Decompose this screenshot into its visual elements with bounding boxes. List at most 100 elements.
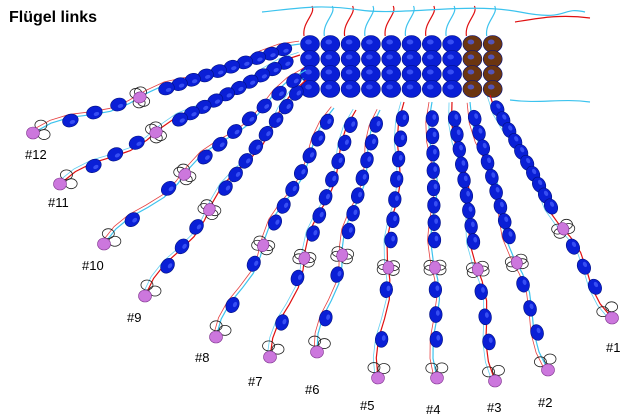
grid-bead-shine (325, 84, 333, 90)
strand-thread-2 (372, 101, 402, 378)
strand-bead-shine (358, 191, 363, 198)
tip-loop (101, 228, 115, 240)
strand-bead (278, 98, 294, 115)
strand-bead-shine (337, 270, 342, 277)
strand-bead (565, 238, 580, 255)
end-bead (541, 363, 555, 377)
strand-bead-shine (461, 160, 466, 166)
strand-bead-shine (309, 152, 315, 158)
strand-bead-shine (367, 156, 372, 162)
strand-bead (426, 144, 440, 162)
strand-bead (530, 324, 544, 341)
grid-bead-shine (305, 84, 312, 90)
strand-bead (425, 110, 439, 127)
strand-bead-shine (543, 190, 549, 196)
strand-bead (286, 73, 302, 88)
strand-bead-shine (203, 105, 209, 111)
accent-bead-shine (467, 39, 475, 45)
grid-bead-shine (447, 84, 454, 90)
strand-bead-shine (244, 61, 250, 66)
strand-bead (493, 198, 508, 215)
grid-bead-shine (325, 69, 333, 75)
strand-bead-shine (478, 128, 483, 134)
strand-bead-shine (319, 211, 324, 218)
strand-bead (364, 134, 379, 151)
strand-bead-shine (179, 118, 185, 123)
strand-bead (360, 151, 374, 169)
strand-bead-shine (204, 155, 210, 160)
strand-bead-shine (256, 144, 261, 150)
grid-bead-shine (345, 69, 353, 75)
strand-bead (426, 179, 441, 197)
strand-bead (341, 222, 356, 240)
strand-bead-shine (362, 174, 367, 180)
strand-bead-shine (261, 74, 268, 79)
strand-bead (393, 130, 408, 148)
picot-bead (178, 168, 192, 181)
strand-bead (388, 191, 402, 208)
strand-bead-shine (238, 86, 244, 92)
top-thread (303, 5, 314, 37)
strand-bead-shine (495, 187, 500, 193)
strand-bead (452, 141, 466, 158)
strand-bead-shine (249, 116, 255, 122)
strand-bead (344, 116, 358, 133)
strand-bead-shine (353, 209, 358, 216)
strand-bead-shine (529, 303, 534, 310)
strand-3 (447, 101, 505, 388)
strand-10 (97, 67, 307, 251)
tip-loop (534, 356, 547, 368)
strand-bead (256, 98, 272, 114)
strand-bead-shine (481, 287, 485, 293)
strand-bead (467, 109, 482, 127)
tip-loop (435, 362, 449, 374)
strand-bead-shine (532, 168, 537, 175)
strand-bead-shine (435, 310, 440, 316)
strand-bead-shine (325, 193, 331, 200)
strand-thread-2 (212, 106, 332, 336)
strand-bead-shine (214, 99, 221, 104)
strand-bead-shine (93, 111, 100, 116)
strand-bead-shine (168, 186, 174, 192)
strand-bead-shine (504, 216, 509, 223)
strand-bead-shine (232, 301, 238, 308)
strand-bead (268, 112, 284, 128)
strand-bead-shine (285, 61, 291, 66)
tip-loop (377, 363, 391, 374)
strand-bead (459, 187, 474, 204)
picot-bead (510, 256, 523, 270)
strand-bead (306, 225, 320, 242)
strand-bead (337, 134, 352, 152)
strand-bead-shine (167, 263, 173, 269)
strand-bead-shine (466, 190, 471, 197)
strand-bead-shine (371, 138, 376, 145)
strand-bead (576, 258, 591, 275)
strand-bead (428, 281, 443, 298)
grid-bead-shine (386, 69, 394, 75)
strand-bead-shine (502, 114, 507, 120)
top-thread (445, 5, 456, 37)
strand-bead-shine (284, 202, 289, 208)
end-bead (53, 177, 67, 191)
strand-bead (427, 231, 442, 249)
strand-bead (285, 180, 300, 197)
end-bead (209, 330, 223, 344)
tip-loop (425, 362, 439, 374)
strand-bead (290, 269, 305, 287)
strand-bead (379, 281, 393, 298)
strand-bead (427, 197, 441, 214)
grid-bead-shine (325, 54, 333, 60)
strand-bead (160, 258, 175, 274)
strand-bead-shine (537, 179, 543, 186)
strand-bead-shine (114, 153, 121, 158)
strand-bead-shine (433, 183, 438, 190)
grid-bead-shine (406, 69, 414, 75)
accent-bead-shine (487, 39, 495, 45)
grid-bead-shine (345, 84, 353, 90)
strand-bead-shine (433, 148, 437, 155)
strand-bead-shine (332, 175, 337, 182)
top-thread (425, 5, 436, 37)
strand-bead (455, 156, 469, 174)
strand-bead-shine (488, 337, 493, 343)
